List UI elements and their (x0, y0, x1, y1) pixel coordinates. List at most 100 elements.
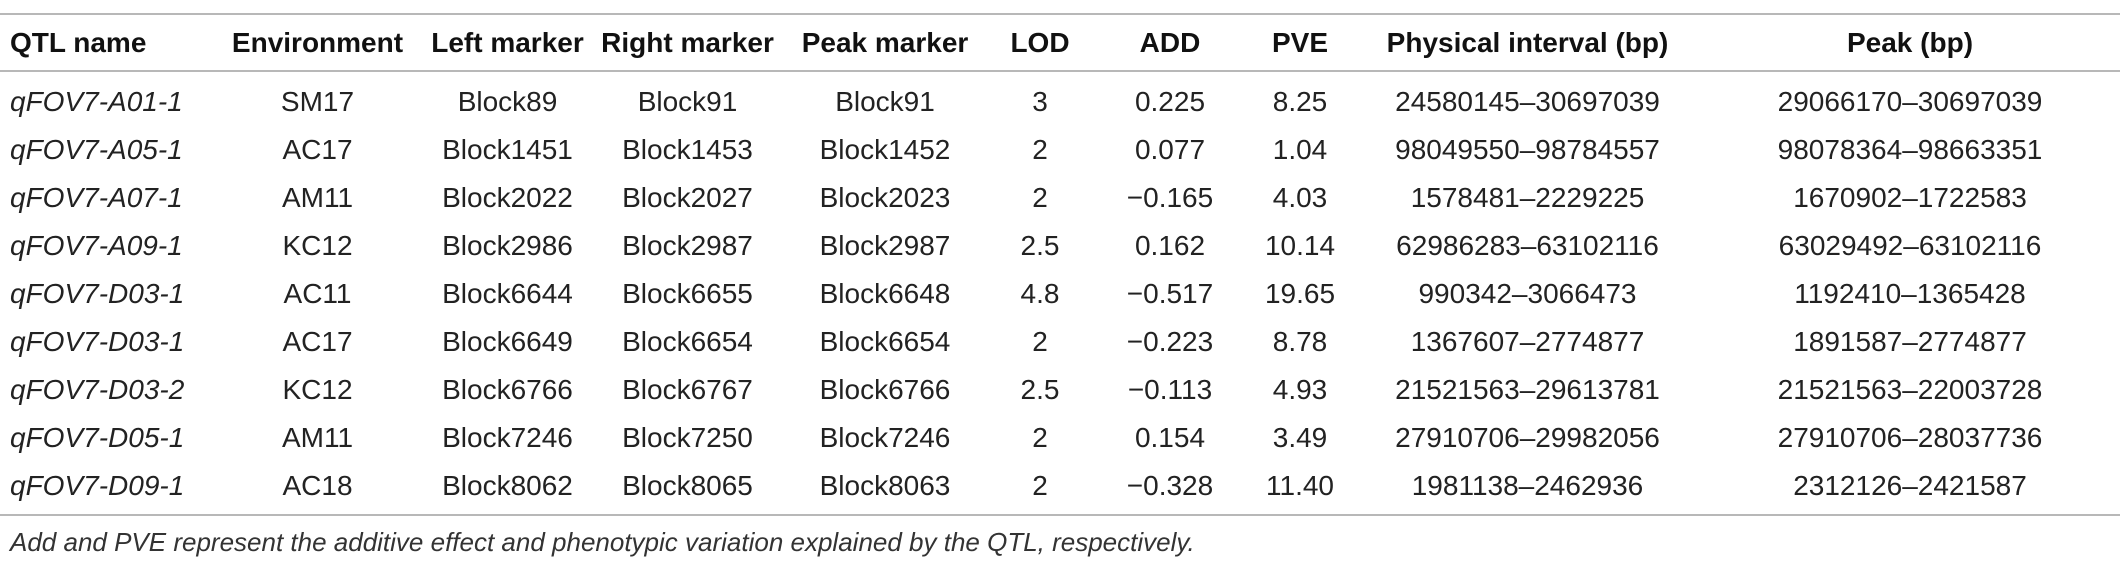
qtl-name-cell: qFOV7-D09-1 (10, 470, 185, 501)
environment-cell: AM11 (281, 182, 354, 213)
left-marker-cell: Block1451 (442, 134, 573, 165)
left-marker-cell: Block6649 (442, 326, 573, 357)
physical-interval-cell: 1578481–2229225 (1410, 182, 1645, 213)
header-peak-marker: Peak marker (801, 26, 969, 58)
peak-cell: 21521563–22003728 (1777, 374, 2043, 405)
left-marker-cell: Block6644 (442, 278, 573, 309)
lod-cell: 2 (1032, 470, 1048, 501)
pve-cell: 4.03 (1272, 182, 1328, 213)
pve-cell: 8.25 (1272, 86, 1328, 117)
pve-cell: 19.65 (1264, 278, 1336, 309)
lod-cell: 2 (1032, 134, 1048, 165)
right-marker-cell: Block6654 (622, 326, 753, 357)
add-cell: −0.517 (1126, 278, 1214, 309)
right-marker-cell: Block6655 (622, 278, 753, 309)
qtl-name-cell: qFOV7-A01-1 (10, 86, 183, 117)
right-marker-cell: Block6767 (622, 374, 753, 405)
add-cell: 0.077 (1134, 134, 1206, 165)
qtl-table: QTL name Environment Left marker Right mark… (0, 13, 2120, 516)
peak-cell: 1891587–2774877 (1793, 326, 2027, 357)
header-add: ADD (1139, 26, 1201, 58)
header-row: QTL name Environment Left marker Right mark… (0, 14, 2120, 71)
peak-marker-cell: Block6766 (819, 374, 951, 405)
pve-cell: 1.04 (1272, 134, 1328, 165)
environment-cell: AC17 (282, 134, 353, 165)
table-row: qFOV7-D03-1 AC17 Block6649 Block6654 Block66… (0, 318, 2120, 366)
add-cell: −0.223 (1126, 326, 1214, 357)
peak-marker-cell: Block7246 (819, 422, 951, 453)
add-cell: −0.113 (1127, 374, 1213, 405)
pve-cell: 8.78 (1272, 326, 1328, 357)
physical-interval-cell: 27910706–29982056 (1395, 422, 1660, 453)
lod-cell: 2 (1032, 326, 1048, 357)
right-marker-cell: Block91 (637, 86, 738, 117)
peak-marker-cell: Block6648 (819, 278, 951, 309)
add-cell: 0.154 (1134, 422, 1206, 453)
environment-cell: AC17 (282, 326, 353, 357)
qtl-name-cell: qFOV7-A05-1 (10, 134, 183, 165)
lod-cell: 2.5 (1020, 374, 1060, 405)
environment-cell: KC12 (282, 230, 353, 261)
lod-cell: 2.5 (1020, 230, 1060, 261)
physical-interval-cell: 1981138–2462936 (1411, 470, 1644, 501)
peak-marker-cell: Block1452 (819, 134, 951, 165)
peak-cell: 2312126–2421587 (1793, 470, 2027, 501)
table-row: qFOV7-A01-1 SM17 Block89 Block91 Block91 3 0.2… (0, 71, 2120, 126)
environment-cell: AM11 (281, 422, 354, 453)
qtl-name-cell: qFOV7-A09-1 (10, 230, 183, 261)
header-lod: LOD (1010, 26, 1070, 58)
pve-cell: 3.49 (1272, 422, 1328, 453)
add-cell: −0.165 (1126, 182, 1214, 213)
pve-cell: 11.40 (1266, 470, 1334, 501)
table-row: qFOV7-D03-2 KC12 Block6766 Block6767 Block67… (0, 366, 2120, 414)
qtl-name-cell: qFOV7-D03-1 (10, 278, 185, 309)
qtl-name-cell: qFOV7-D05-1 (10, 422, 185, 453)
header-qtl-name: QTL name (10, 26, 147, 58)
table-row: qFOV7-A07-1 AM11 Block2022 Block2027 Block20… (0, 174, 2120, 222)
peak-cell: 1192410–1365428 (1794, 278, 2026, 309)
environment-cell: AC18 (282, 470, 353, 501)
left-marker-cell: Block8062 (442, 470, 573, 501)
physical-interval-cell: 24580145–30697039 (1395, 86, 1660, 117)
pve-cell: 4.93 (1272, 374, 1328, 405)
peak-marker-cell: Block8063 (819, 470, 951, 501)
table-header: QTL name Environment Left marker Right mark… (0, 14, 2120, 71)
table-row: qFOV7-A09-1 KC12 Block2986 Block2987 Block29… (0, 222, 2120, 270)
right-marker-cell: Block2987 (622, 230, 753, 261)
peak-cell: 63029492–63102116 (1778, 230, 2042, 261)
physical-interval-cell: 62986283–63102116 (1396, 230, 1659, 261)
header-left-marker: Left marker (431, 26, 584, 58)
left-marker-cell: Block2986 (442, 230, 573, 261)
left-marker-cell: Block89 (457, 86, 558, 117)
peak-marker-cell: Block6654 (819, 326, 951, 357)
table-row: qFOV7-A05-1 AC17 Block1451 Block1453 Block14… (0, 126, 2120, 174)
header-pve: PVE (1271, 26, 1329, 58)
peak-marker-cell: Block2023 (819, 182, 951, 213)
header-physical-interval: Physical interval (bp) (1386, 26, 1669, 58)
physical-interval-cell: 98049550–98784557 (1395, 134, 1660, 165)
table-row: qFOV7-D03-1 AC11 Block6644 Block6655 Block66… (0, 270, 2120, 318)
peak-cell: 27910706–28037736 (1777, 422, 2043, 453)
right-marker-cell: Block7250 (622, 422, 753, 453)
qtl-name-cell: qFOV7-D03-1 (10, 326, 185, 357)
physical-interval-cell: 990342–3066473 (1418, 278, 1637, 309)
table-footnote: Add and PVE represent the additive effec… (10, 527, 1195, 557)
lod-cell: 2 (1032, 422, 1048, 453)
pve-cell: 10.14 (1264, 230, 1336, 261)
table-body: qFOV7-A01-1 SM17 Block89 Block91 Block91 3 0.2… (0, 71, 2120, 515)
right-marker-cell: Block2027 (622, 182, 753, 213)
lod-cell: 2 (1032, 182, 1048, 213)
table-row: qFOV7-D09-1 AC18 Block8062 Block8065 Block80… (0, 462, 2120, 515)
physical-interval-cell: 1367607–2774877 (1410, 326, 1645, 357)
add-cell: 0.225 (1134, 86, 1206, 117)
header-peak: Peak (bp) (1846, 26, 1974, 58)
environment-cell: SM17 (280, 86, 355, 117)
add-cell: −0.328 (1126, 470, 1214, 501)
table-row: qFOV7-D05-1 AM11 Block7246 Block7250 Block72… (0, 414, 2120, 462)
lod-cell: 4.8 (1020, 278, 1060, 309)
header-right-marker: Right marker (601, 26, 774, 58)
left-marker-cell: Block6766 (442, 374, 573, 405)
left-marker-cell: Block2022 (442, 182, 573, 213)
peak-marker-cell: Block91 (835, 86, 935, 117)
